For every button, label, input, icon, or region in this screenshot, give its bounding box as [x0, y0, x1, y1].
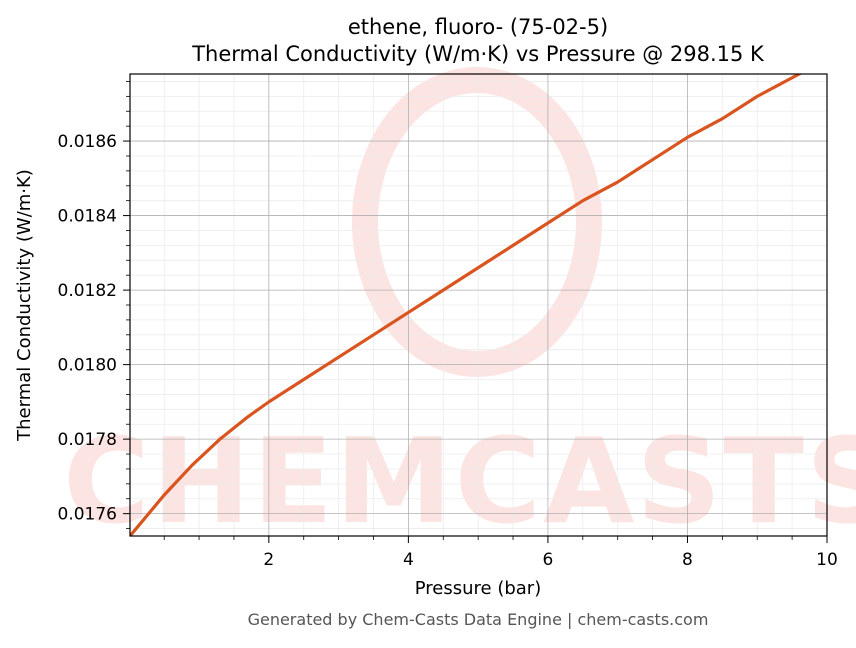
footer-credit: Generated by Chem-Casts Data Engine | ch… [248, 610, 709, 629]
y-tick-label: 0.0178 [58, 430, 117, 450]
x-axis-label: Pressure (bar) [415, 578, 541, 599]
x-tick-label: 6 [543, 550, 554, 570]
y-tick-label: 0.0176 [58, 505, 117, 525]
series-layer [130, 74, 803, 536]
x-tick-label: 2 [263, 550, 274, 570]
watermark-text: CHEMCASTS [63, 412, 856, 550]
y-tick-label: 0.0180 [58, 356, 117, 376]
chart-title-line2: Thermal Conductivity (W/m·K) vs Pressure… [191, 42, 765, 66]
chart-title-line1: ethene, fluoro- (75-02-5) [348, 15, 608, 39]
y-axis-label: Thermal Conductivity (W/m·K) [14, 169, 35, 442]
x-tick-label: 10 [816, 550, 838, 570]
x-tick-label: 4 [403, 550, 414, 570]
major-grid [130, 74, 828, 536]
watermark: CHEMCASTS [63, 67, 856, 550]
y-tick-label: 0.0184 [58, 207, 117, 227]
x-tick-label: 8 [682, 550, 693, 570]
minor-grid [130, 74, 827, 536]
series-line [130, 74, 803, 536]
y-tick-label: 0.0186 [58, 132, 117, 152]
ticks-layer: 2 4 6 8 10 0.0176 0.0178 0.0180 0.0182 0.0184 0.01… [58, 81, 838, 570]
watermark-ring [352, 67, 602, 377]
y-tick-label: 0.0182 [58, 281, 117, 301]
